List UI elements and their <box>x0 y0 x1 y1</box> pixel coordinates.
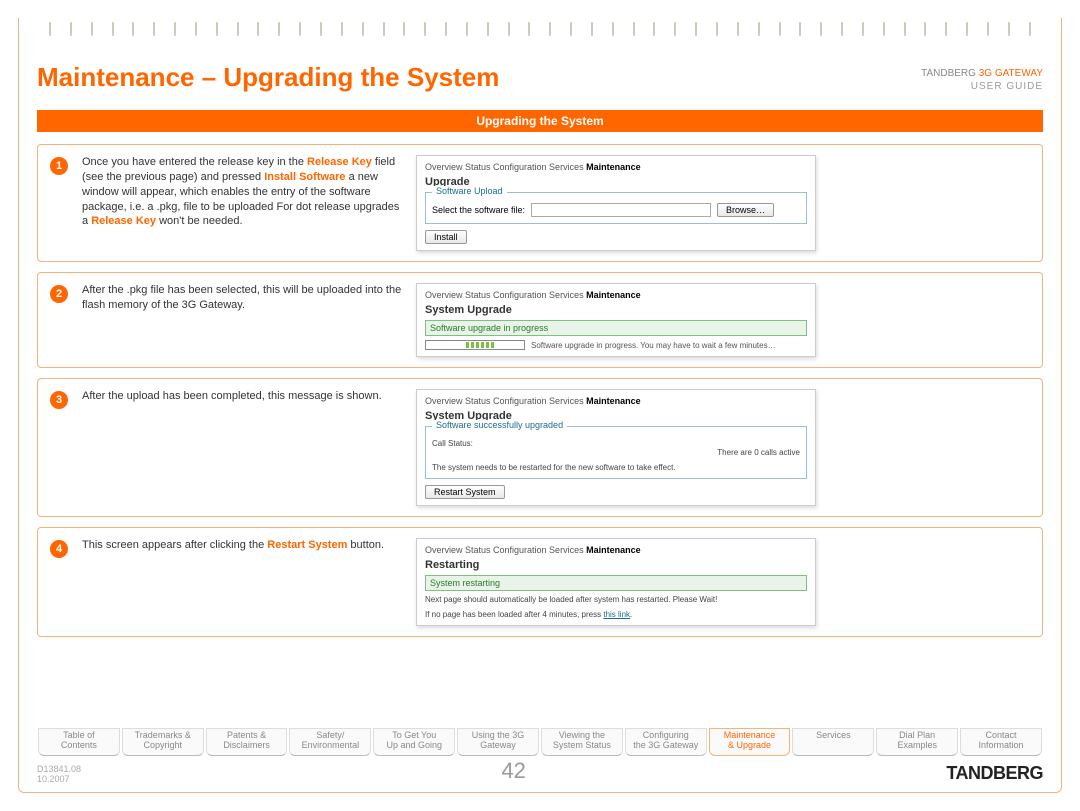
page-title: Maintenance – Upgrading the System <box>37 62 499 93</box>
step-badge: 1 <box>50 157 68 175</box>
step-badge: 3 <box>50 391 68 409</box>
progress-track <box>425 340 525 350</box>
screenshot-progress: Overview Status Configuration Services M… <box>416 283 816 357</box>
page-number: 42 <box>501 758 525 784</box>
install-button[interactable]: Install <box>425 230 467 244</box>
step-3: 3 After the upload has been completed, t… <box>37 378 1043 517</box>
file-path-input[interactable] <box>531 203 711 217</box>
screenshot-success: Overview Status Configuration Services M… <box>416 389 816 506</box>
screenshot-upgrade: Overview Status Configuration Services M… <box>416 155 816 251</box>
nav-tab[interactable]: Maintenance& Upgrade <box>709 728 791 756</box>
page-frame: Maintenance – Upgrading the System TANDB… <box>18 18 1062 793</box>
step-badge: 4 <box>50 540 68 558</box>
nav-tab[interactable]: To Get YouUp and Going <box>373 728 455 756</box>
content-area: 1 Once you have entered the release key … <box>37 144 1043 722</box>
page-footer: D13841.08 10.2007 42 TANDBERG <box>37 758 1043 784</box>
reload-link[interactable]: this link <box>603 610 630 619</box>
nav-tab[interactable]: Patents &Disclaimers <box>206 728 288 756</box>
nav-tab[interactable]: ContactInformation <box>960 728 1042 756</box>
footer-logo: TANDBERG <box>946 763 1043 784</box>
step-description: This screen appears after clicking the R… <box>82 538 402 626</box>
section-bar: Upgrading the System <box>37 110 1043 132</box>
step-description: After the upload has been completed, thi… <box>82 389 402 506</box>
brand-name: TANDBERG <box>921 68 979 79</box>
step-badge: 2 <box>50 285 68 303</box>
restarting-banner: System restarting <box>425 575 807 591</box>
nav-tab[interactable]: Viewing theSystem Status <box>541 728 623 756</box>
bottom-nav: Table ofContentsTrademarks &CopyrightPat… <box>37 728 1043 756</box>
brand-subtitle: USER GUIDE <box>921 80 1043 93</box>
nav-tab[interactable]: Table ofContents <box>38 728 120 756</box>
browse-button[interactable]: Browse… <box>717 203 774 217</box>
nav-tab[interactable]: Configuringthe 3G Gateway <box>625 728 707 756</box>
nav-tab[interactable]: Trademarks &Copyright <box>122 728 204 756</box>
doc-id: D13841.08 <box>37 764 81 774</box>
spiral-binding <box>49 22 1031 40</box>
step-4: 4 This screen appears after clicking the… <box>37 527 1043 637</box>
step-description: After the .pkg file has been selected, t… <box>82 283 402 357</box>
restart-system-button[interactable]: Restart System <box>425 485 505 499</box>
brand-block: TANDBERG 3G GATEWAY USER GUIDE <box>921 67 1043 93</box>
nav-tab[interactable]: Safety/Environmental <box>289 728 371 756</box>
step-2: 2 After the .pkg file has been selected,… <box>37 272 1043 368</box>
brand-product: 3G GATEWAY <box>979 68 1043 79</box>
nav-tab[interactable]: Services <box>792 728 874 756</box>
progress-banner: Software upgrade in progress <box>425 320 807 336</box>
page-header: Maintenance – Upgrading the System TANDB… <box>37 62 1043 93</box>
step-1: 1 Once you have entered the release key … <box>37 144 1043 262</box>
nav-tab[interactable]: Using the 3GGateway <box>457 728 539 756</box>
nav-tab[interactable]: Dial PlanExamples <box>876 728 958 756</box>
step-description: Once you have entered the release key in… <box>82 155 402 251</box>
screenshot-restarting: Overview Status Configuration Services M… <box>416 538 816 626</box>
doc-date: 10.2007 <box>37 774 81 784</box>
progress-text: Software upgrade in progress. You may ha… <box>531 341 776 350</box>
